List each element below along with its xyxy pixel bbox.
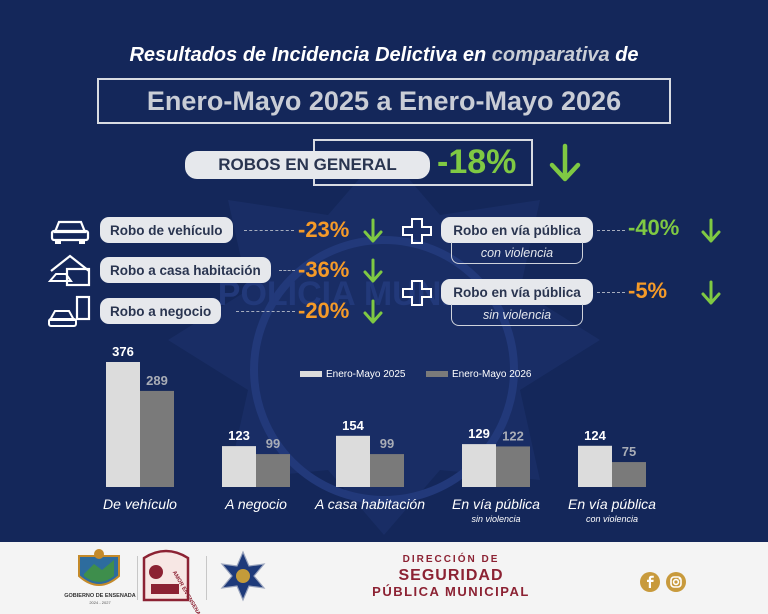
arrow-down-icon — [363, 299, 383, 324]
legend-swatch — [300, 371, 322, 377]
change-negocio: -20% — [298, 298, 350, 323]
category-label: De vehículo — [103, 496, 177, 512]
change-sin-violencia: -5% — [628, 278, 668, 303]
bar-2026 — [140, 390, 174, 487]
general-label: ROBOS EN GENERAL — [185, 151, 430, 179]
title-highlight: comparativa — [491, 44, 610, 66]
bar-2025 — [222, 446, 256, 487]
dept-main-text: SEGURIDAD — [398, 567, 504, 584]
dept-top-text: DIRECCIÓN DE — [402, 554, 500, 565]
category-label: A casa habitación — [314, 496, 425, 512]
change-casa: -36% — [298, 257, 350, 282]
facebook-icon[interactable] — [640, 572, 660, 592]
bar-2026 — [496, 446, 530, 487]
item-pill-sin-violencia: Robo en vía pública — [441, 279, 593, 305]
bar-value-label: 376 — [112, 344, 134, 359]
sub-con-violencia: con violencia — [451, 242, 583, 264]
house-icon — [47, 254, 91, 287]
bar-value-label: 75 — [622, 444, 636, 459]
gov-logo-text: GOBIERNO DE ENSENADA — [64, 593, 136, 599]
dotted-leader — [597, 292, 625, 293]
dotted-leader — [244, 230, 294, 231]
category-label: En vía pública — [568, 496, 656, 512]
instagram-icon[interactable] — [666, 572, 686, 592]
amor-en-ensenada-logo-icon — [142, 549, 190, 602]
footer-divider — [206, 556, 207, 600]
sub-sin-violencia: sin violencia — [451, 304, 583, 326]
title-prefix: Resultados de Incidencia Delictiva en — [129, 44, 492, 66]
footer-divider — [137, 556, 138, 600]
bar-2026 — [612, 462, 646, 487]
dotted-leader — [279, 270, 295, 271]
change-con-violencia: -40% — [628, 215, 680, 240]
bar-value-label: 123 — [228, 428, 250, 443]
category-sublabel: con violencia — [586, 514, 638, 524]
arrow-down-icon — [363, 258, 383, 283]
bar-value-label: 289 — [146, 373, 168, 388]
category-sublabel: sin violencia — [471, 514, 520, 524]
arrow-down-icon — [701, 218, 721, 243]
dotted-leader — [597, 230, 625, 231]
bar-2025 — [106, 362, 140, 487]
dotted-leader — [236, 311, 295, 312]
dept-bottom-text: PÚBLICA MUNICIPAL — [372, 584, 530, 599]
bar-chart: 376 289 De vehículo 123 99 A negocio 154 99 A ca… — [103, 344, 656, 524]
title-suffix: de — [609, 44, 639, 66]
change-vehiculo: -23% — [298, 217, 350, 242]
cross-icon — [402, 218, 432, 244]
category-label: A negocio — [224, 496, 287, 512]
bar-value-label: 99 — [266, 436, 280, 451]
cross-icon — [402, 280, 432, 306]
arrow-down-icon — [701, 280, 721, 305]
page-title: Resultados de Incidencia Delictiva en co… — [0, 44, 768, 67]
legend-swatch — [426, 371, 448, 377]
footer: GOBIERNO DE ENSENADA 2024 - 2027 AMOR EN… — [0, 542, 768, 614]
arrow-down-icon — [363, 218, 383, 243]
bar-value-label: 154 — [342, 418, 364, 433]
car-icon — [50, 220, 90, 244]
government-seal-icon — [78, 549, 120, 586]
legend-label: Enero-Mayo 2026 — [452, 369, 532, 380]
bar-value-label: 122 — [502, 428, 524, 443]
bar-value-label: 124 — [584, 428, 606, 443]
bar-2026 — [370, 454, 404, 487]
item-pill-negocio: Robo a negocio — [100, 298, 222, 324]
item-pill-vehiculo: Robo de vehículo — [100, 217, 233, 243]
category-label: En vía pública — [452, 496, 540, 512]
legend-label: Enero-Mayo 2025 — [326, 369, 406, 380]
bar-2026 — [256, 454, 290, 487]
bar-2025 — [462, 444, 496, 487]
period-box: Enero-Mayo 2025 a Enero-Mayo 2026 — [97, 78, 671, 124]
item-pill-con-violencia: Robo en vía pública — [441, 217, 593, 243]
general-change: -18% — [437, 143, 517, 181]
period-text: Enero-Mayo 2025 a Enero-Mayo 2026 — [146, 85, 622, 116]
item-pill-casa: Robo a casa habitación — [100, 257, 271, 283]
bar-2025 — [578, 445, 612, 487]
store-icon — [48, 295, 91, 327]
bar-value-label: 129 — [468, 426, 490, 441]
police-badge-icon — [220, 550, 266, 602]
bar-value-label: 99 — [380, 436, 394, 451]
arrow-down-icon — [549, 143, 581, 182]
gov-logo-years: 2024 - 2027 — [89, 600, 111, 605]
bar-2025 — [336, 435, 370, 487]
